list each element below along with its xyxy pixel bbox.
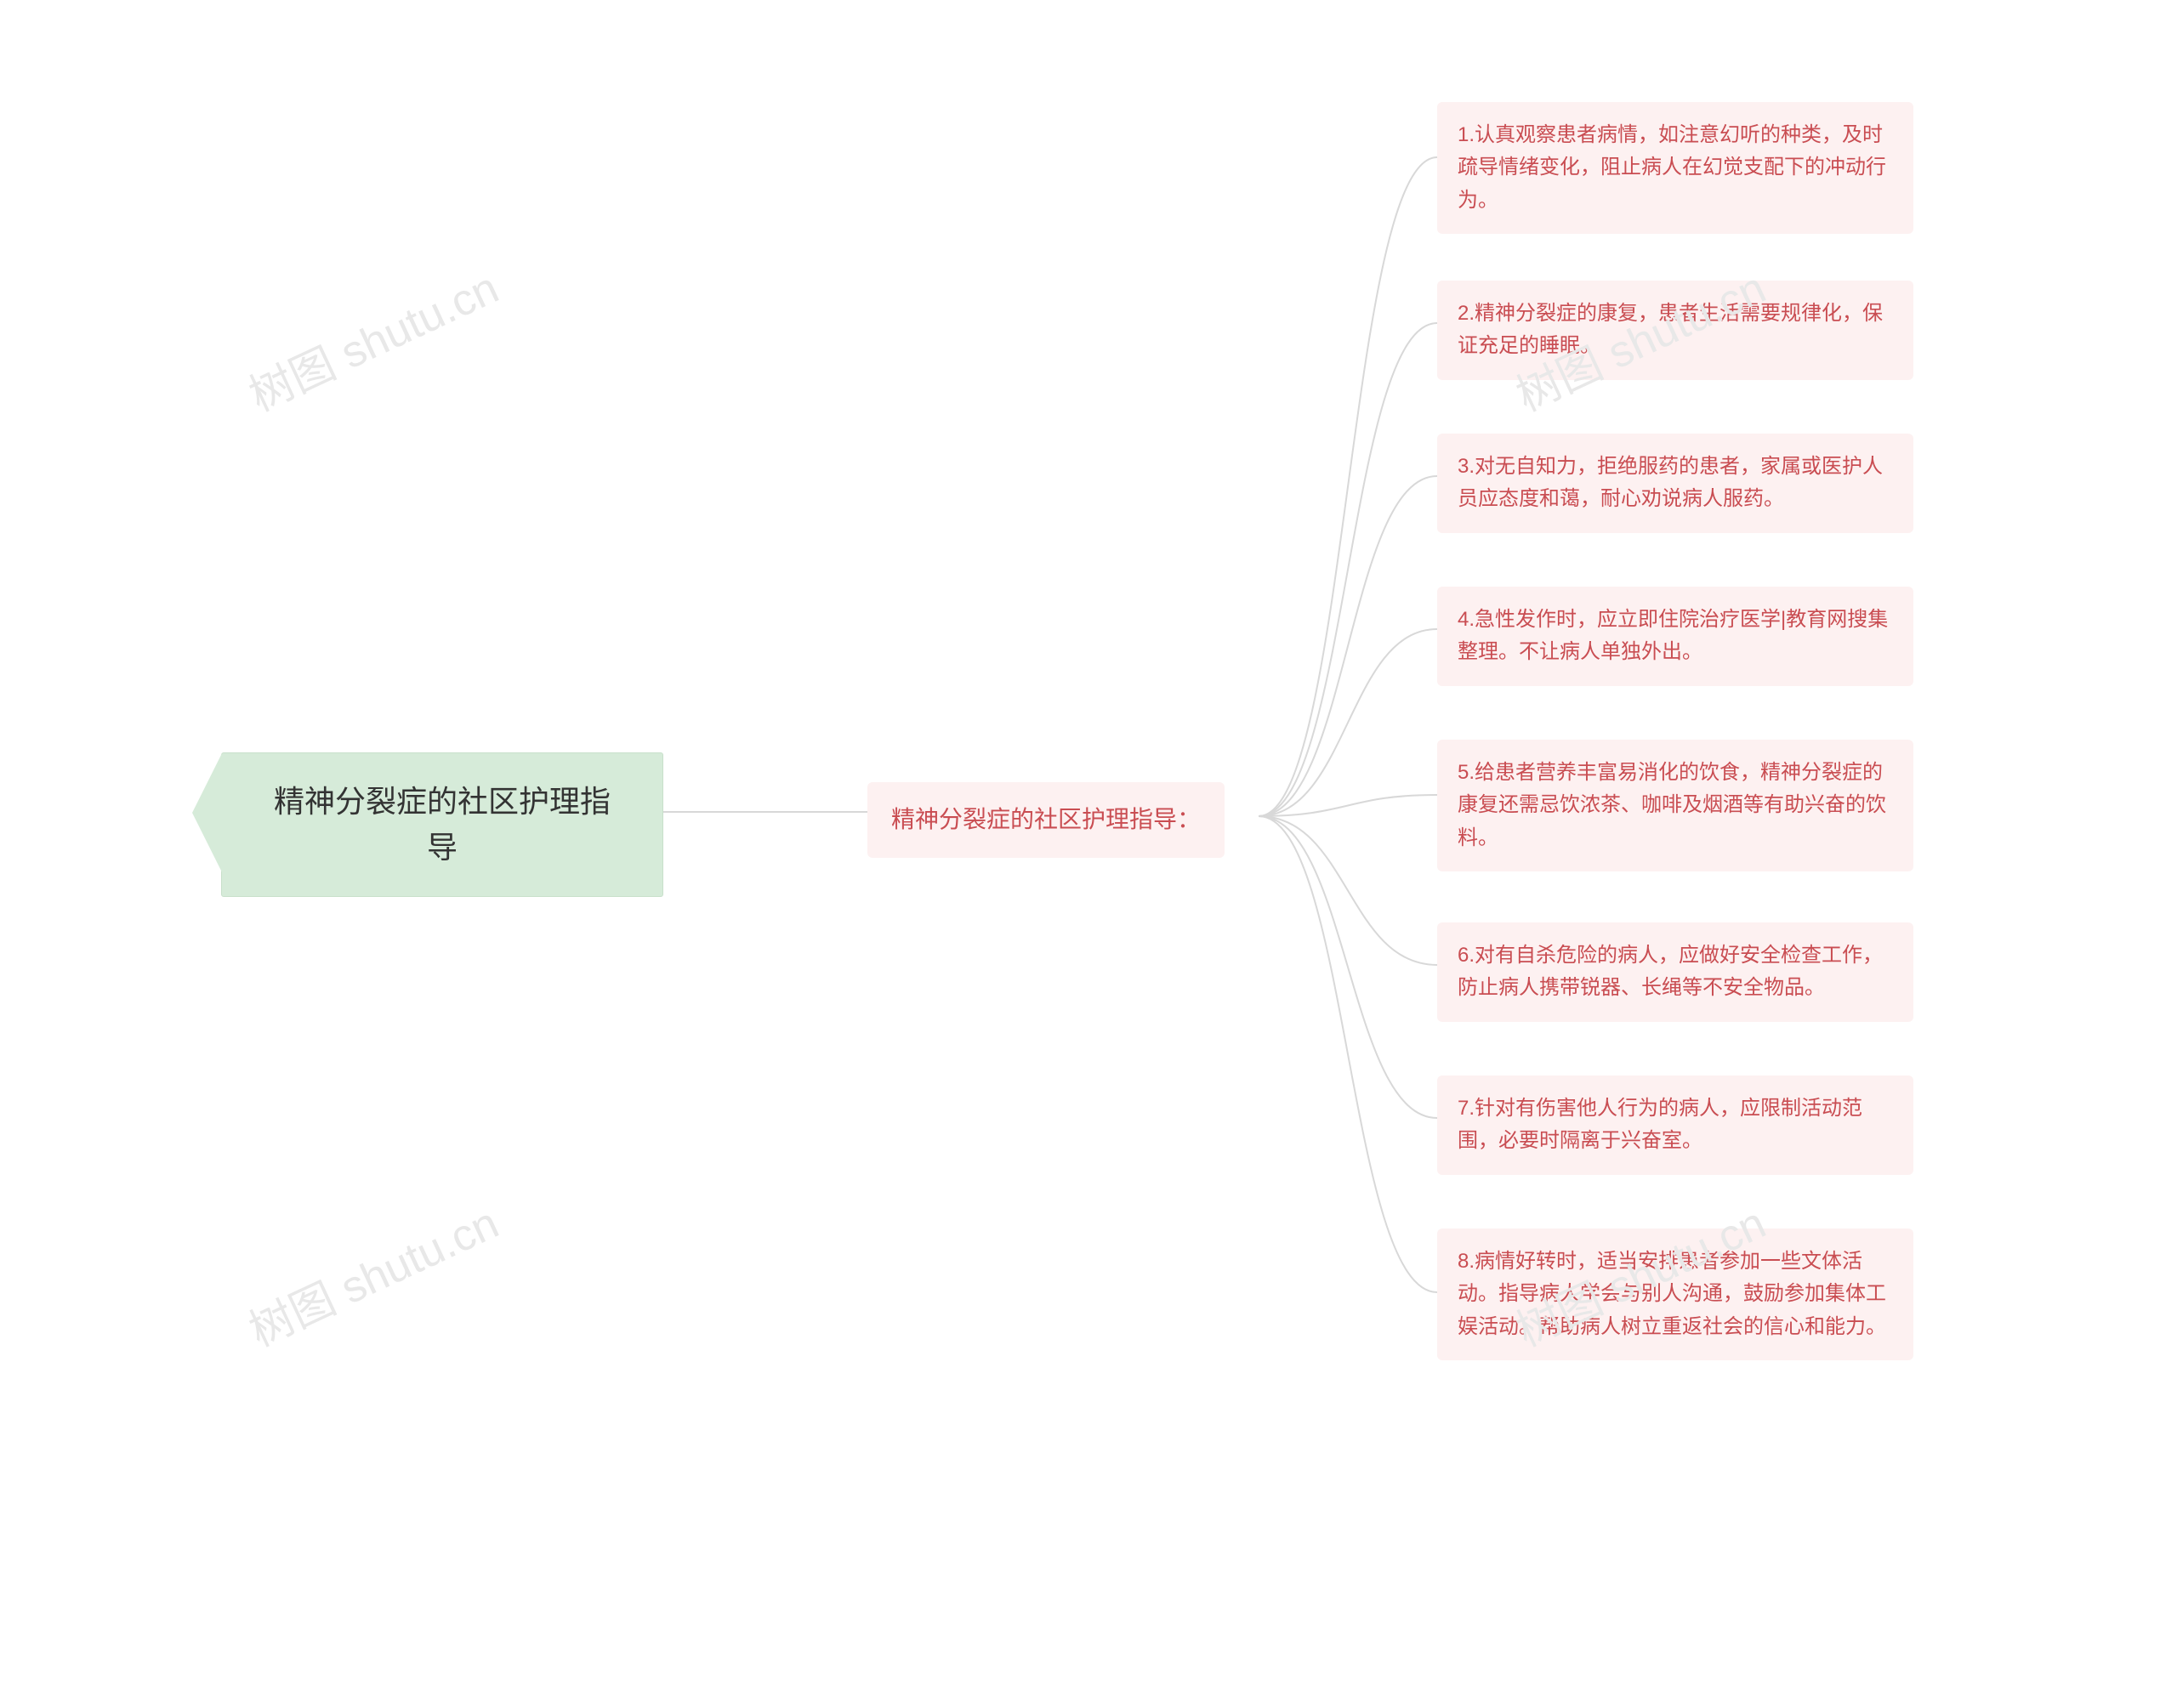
leaf-node-text: 6.对有自杀危险的病人，应做好安全检查工作，防止病人携带锐器、长绳等不安全物品。	[1458, 944, 1883, 999]
leaf-node[interactable]: 3.对无自知力，拒绝服药的患者，家属或医护人员应态度和蔼，耐心劝说病人服药。	[1437, 434, 1913, 533]
leaf-node-text: 7.针对有伤害他人行为的病人，应限制活动范围，必要时隔离于兴奋室。	[1458, 1097, 1862, 1152]
leaf-node[interactable]: 6.对有自杀危险的病人，应做好安全检查工作，防止病人携带锐器、长绳等不安全物品。	[1437, 922, 1913, 1022]
leaf-node-text: 8.病情好转时，适当安排患者参加一些文体活动。指导病人学会与别人沟通，鼓励参加集…	[1458, 1250, 1886, 1338]
root-node[interactable]: 精神分裂症的社区护理指导	[221, 752, 663, 897]
leaf-node[interactable]: 4.急性发作时，应立即住院治疗医学|教育网搜集整理。不让病人单独外出。	[1437, 587, 1913, 686]
leaf-node-text: 2.精神分裂症的康复，患者生活需要规律化，保证充足的睡眠。	[1458, 302, 1883, 357]
sub-node[interactable]: 精神分裂症的社区护理指导：	[867, 782, 1225, 858]
leaf-node[interactable]: 1.认真观察患者病情，如注意幻听的种类，及时疏导情绪变化，阻止病人在幻觉支配下的…	[1437, 102, 1913, 234]
leaf-node-text: 5.给患者营养丰富易消化的饮食，精神分裂症的康复还需忌饮浓茶、咖啡及烟酒等有助兴…	[1458, 761, 1886, 849]
leaf-node-text: 3.对无自知力，拒绝服药的患者，家属或医护人员应态度和蔼，耐心劝说病人服药。	[1458, 455, 1883, 510]
leaf-node[interactable]: 7.针对有伤害他人行为的病人，应限制活动范围，必要时隔离于兴奋室。	[1437, 1075, 1913, 1175]
leaf-node[interactable]: 2.精神分裂症的康复，患者生活需要规律化，保证充足的睡眠。	[1437, 281, 1913, 380]
mindmap-canvas: 精神分裂症的社区护理指导 精神分裂症的社区护理指导： 1.认真观察患者病情，如注…	[0, 0, 2177, 1708]
leaf-node-text: 1.认真观察患者病情，如注意幻听的种类，及时疏导情绪变化，阻止病人在幻觉支配下的…	[1458, 123, 1886, 212]
leaf-node[interactable]: 8.病情好转时，适当安排患者参加一些文体活动。指导病人学会与别人沟通，鼓励参加集…	[1437, 1229, 1913, 1360]
root-node-text: 精神分裂症的社区护理指导	[274, 784, 611, 865]
leaf-node[interactable]: 5.给患者营养丰富易消化的饮食，精神分裂症的康复还需忌饮浓茶、咖啡及烟酒等有助兴…	[1437, 740, 1913, 871]
watermark-text: 树图 shutu.cn	[237, 253, 507, 423]
sub-node-text: 精神分裂症的社区护理指导：	[891, 806, 1201, 832]
watermark-text: 树图 shutu.cn	[237, 1188, 507, 1359]
leaf-node-text: 4.急性发作时，应立即住院治疗医学|教育网搜集整理。不让病人单独外出。	[1458, 608, 1888, 663]
